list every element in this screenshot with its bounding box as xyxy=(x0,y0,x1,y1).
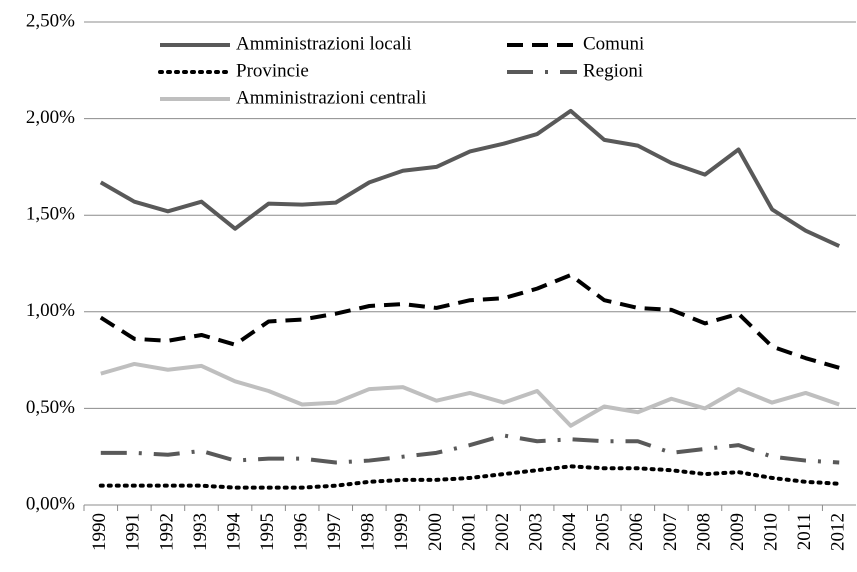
x-tick-label: 2003 xyxy=(525,513,546,551)
x-tick-label: 2000 xyxy=(425,513,446,551)
y-tick-label: 2,50% xyxy=(26,10,75,31)
x-tick-label: 1996 xyxy=(291,513,312,551)
x-tick-label: 1995 xyxy=(257,513,278,551)
x-tick-label: 1992 xyxy=(156,513,177,551)
x-tick-label: 1990 xyxy=(89,513,110,551)
series-line xyxy=(98,464,842,490)
x-tick-label: 1999 xyxy=(391,513,412,551)
x-tick-label: 1993 xyxy=(190,513,211,551)
x-tick-label: 1998 xyxy=(358,513,379,551)
x-tick-label: 2009 xyxy=(727,513,748,551)
y-tick-label: 1,00% xyxy=(26,300,75,321)
series-line xyxy=(99,273,840,370)
x-tick-label: 2004 xyxy=(559,513,580,552)
legend-label: Provincie xyxy=(236,60,309,81)
y-tick-label: 1,50% xyxy=(26,204,75,225)
legend-label: Regioni xyxy=(583,60,643,81)
x-tick-label: 2007 xyxy=(660,513,681,551)
x-tick-label: 1997 xyxy=(324,513,345,551)
x-tick-label: 2001 xyxy=(458,513,479,551)
series-line xyxy=(99,108,841,248)
y-tick-label: 0,00% xyxy=(26,493,75,514)
x-tick-label: 2010 xyxy=(760,513,781,551)
x-tick-label: 1991 xyxy=(123,513,144,551)
x-tick-label: 2008 xyxy=(693,513,714,551)
legend-label: Comuni xyxy=(583,33,644,54)
x-tick-label: 2005 xyxy=(593,513,614,551)
x-tick-label: 2012 xyxy=(828,513,849,551)
x-tick-label: 1994 xyxy=(223,513,244,552)
legend-label: Amministrazioni centrali xyxy=(236,87,426,108)
x-tick-label: 2002 xyxy=(492,513,513,551)
series-line xyxy=(100,433,840,465)
y-tick-label: 0,50% xyxy=(26,397,75,418)
legend-label: Amministrazioni locali xyxy=(236,33,412,54)
x-tick-label: 2006 xyxy=(626,513,647,551)
x-tick-label: 2011 xyxy=(794,513,815,550)
y-tick-label: 2,00% xyxy=(26,107,75,128)
series-line xyxy=(100,361,840,428)
